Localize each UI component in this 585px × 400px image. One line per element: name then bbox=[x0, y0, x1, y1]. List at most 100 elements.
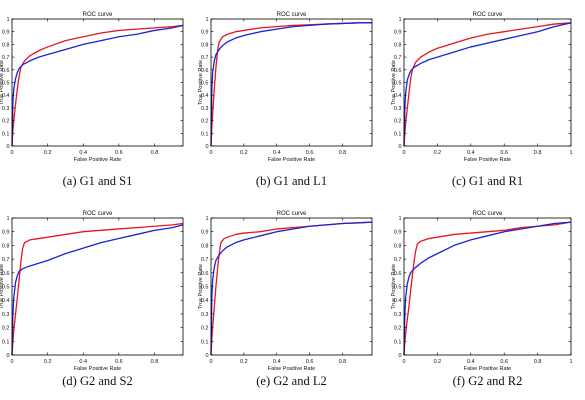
y-axis-label-c: True Positive Rate bbox=[391, 60, 397, 105]
roc-line-blue-d bbox=[11, 224, 184, 356]
x-tick-label-c: 0 bbox=[402, 150, 405, 156]
y-tick-label-f: 0.8 bbox=[394, 243, 402, 249]
x-tick-label-b: 0.6 bbox=[306, 150, 314, 156]
y-tick-label-f: 0.4 bbox=[394, 298, 402, 304]
x-tick-label-b: 0.8 bbox=[339, 150, 347, 156]
y-axis-label-e: True Positive Rate bbox=[198, 264, 204, 309]
caption-c: (c) G1 and R1 bbox=[451, 174, 524, 188]
y-tick-label-a: 0.5 bbox=[2, 81, 10, 87]
y-tick-label-f: 0.1 bbox=[394, 339, 402, 345]
y-tick-label-b: 0.8 bbox=[201, 42, 209, 48]
x-tick-label-a: 0.8 bbox=[151, 150, 159, 156]
x-axis-label-f: False Positive Rate bbox=[464, 366, 511, 372]
y-tick-label-a: 0.9 bbox=[2, 30, 10, 36]
y-tick-label-d: 0.5 bbox=[2, 285, 10, 291]
chart-title-f: ROC curve bbox=[473, 211, 503, 217]
y-tick-label-e: 0.4 bbox=[201, 298, 209, 304]
y-tick-label-c: 0.3 bbox=[394, 106, 402, 112]
x-tick-label-c: 0.2 bbox=[434, 150, 442, 156]
roc-line-red-d bbox=[11, 222, 184, 356]
x-tick-label-b: 0 bbox=[209, 150, 212, 156]
x-tick-label-d: 0.6 bbox=[115, 359, 123, 365]
x-tick-label-f: 0 bbox=[402, 359, 405, 365]
x-tick-label-a: 0.4 bbox=[79, 150, 87, 156]
roc-line-red-b bbox=[210, 22, 372, 147]
y-tick-label-c: 0 bbox=[398, 144, 401, 150]
y-tick-label-a: 0 bbox=[6, 144, 9, 150]
y-tick-label-f: 0.5 bbox=[394, 285, 402, 291]
x-tick-label-a: 0.6 bbox=[115, 150, 123, 156]
y-tick-label-d: 1 bbox=[6, 216, 9, 222]
x-tick-label-f: 0.6 bbox=[500, 359, 508, 365]
y-tick-label-b: 1 bbox=[205, 17, 208, 23]
y-tick-label-e: 0.7 bbox=[201, 257, 209, 263]
x-tick-label-c: 0.4 bbox=[467, 150, 475, 156]
chart-title-c: ROC curve bbox=[473, 12, 503, 18]
x-tick-label-c: 0.6 bbox=[500, 150, 508, 156]
y-tick-label-f: 0.7 bbox=[394, 257, 402, 263]
y-tick-label-d: 0.8 bbox=[2, 243, 10, 249]
chart-title-a: ROC curve bbox=[83, 12, 113, 18]
plot-frame-c bbox=[403, 18, 572, 147]
chart-title-b: ROC curve bbox=[277, 12, 307, 18]
y-tick-label-a: 0.2 bbox=[2, 119, 10, 125]
plot-frame-e bbox=[210, 217, 373, 356]
roc-line-blue-a bbox=[11, 24, 184, 147]
x-tick-label-f: 1 bbox=[569, 359, 572, 365]
y-tick-label-d: 0 bbox=[6, 353, 9, 359]
y-tick-label-f: 0 bbox=[398, 353, 401, 359]
x-tick-label-d: 0.4 bbox=[79, 359, 87, 365]
roc-line-red-f bbox=[403, 221, 572, 356]
y-tick-label-e: 0.8 bbox=[201, 243, 209, 249]
y-tick-label-a: 0.7 bbox=[2, 55, 10, 61]
x-tick-label-d: 0 bbox=[10, 359, 13, 365]
y-tick-label-c: 0.1 bbox=[394, 131, 402, 137]
y-tick-label-f: 1 bbox=[398, 216, 401, 222]
caption-a: (a) G1 and S1 bbox=[62, 174, 133, 188]
x-tick-label-e: 0 bbox=[209, 359, 212, 365]
y-tick-label-c: 0.8 bbox=[394, 42, 402, 48]
roc-chart-e: 0 0.2 0.4 0.6 0.8 0 0.1 0.2 0.3 0.4 0.5 0.6 0.7 0.8 0.… bbox=[198, 211, 373, 372]
y-tick-label-a: 0.1 bbox=[2, 131, 10, 137]
x-tick-label-d: 0.8 bbox=[151, 359, 159, 365]
y-tick-label-c: 0.7 bbox=[394, 55, 402, 61]
y-tick-label-f: 0.3 bbox=[394, 312, 402, 318]
y-tick-label-f: 0.6 bbox=[394, 271, 402, 277]
caption-e: (e) G2 and L2 bbox=[256, 374, 327, 388]
x-axis-label-d: False Positive Rate bbox=[74, 366, 121, 372]
caption-f: (f) G2 and R2 bbox=[452, 374, 523, 388]
x-tick-label-f: 0.8 bbox=[534, 359, 542, 365]
y-axis-label-f: True Positive Rate bbox=[391, 264, 397, 309]
y-tick-label-e: 0.6 bbox=[201, 271, 209, 277]
roc-line-red-a bbox=[11, 24, 184, 147]
y-axis-label-a: True Positive Rate bbox=[0, 60, 5, 105]
x-axis-label-e: False Positive Rate bbox=[268, 366, 315, 372]
chart-title-d: ROC curve bbox=[83, 211, 113, 217]
x-tick-label-b: 0.2 bbox=[240, 150, 248, 156]
y-tick-label-f: 0.2 bbox=[394, 326, 402, 332]
y-tick-label-b: 0.4 bbox=[201, 93, 209, 99]
y-tick-label-d: 0.1 bbox=[2, 339, 10, 345]
y-tick-label-e: 0 bbox=[205, 353, 208, 359]
y-tick-label-e: 0.3 bbox=[201, 312, 209, 318]
x-tick-label-e: 0.6 bbox=[306, 359, 314, 365]
y-tick-label-d: 0.6 bbox=[2, 271, 10, 277]
x-axis-label-c: False Positive Rate bbox=[464, 157, 511, 163]
roc-line-red-c bbox=[403, 22, 572, 147]
y-tick-label-d: 0.9 bbox=[2, 230, 10, 236]
y-tick-label-c: 0.9 bbox=[394, 30, 402, 36]
x-tick-label-d: 0.2 bbox=[44, 359, 52, 365]
y-tick-label-e: 0.5 bbox=[201, 285, 209, 291]
y-tick-label-d: 0.2 bbox=[2, 326, 10, 332]
roc-chart-a: 0 0.2 0.4 0.6 0.8 0 0.1 0.2 0.3 0.4 0.5 0.6 0.7 0.8 0.… bbox=[0, 12, 184, 163]
y-tick-label-e: 1 bbox=[205, 216, 208, 222]
y-tick-label-f: 0.9 bbox=[394, 230, 402, 236]
x-tick-label-a: 0.2 bbox=[44, 150, 52, 156]
x-tick-label-c: 0.8 bbox=[534, 150, 542, 156]
y-tick-label-b: 0.1 bbox=[201, 131, 209, 137]
x-tick-label-e: 0.8 bbox=[339, 359, 347, 365]
x-tick-label-f: 0.2 bbox=[434, 359, 442, 365]
x-axis-label-b: False Positive Rate bbox=[268, 157, 315, 163]
y-tick-label-d: 0.4 bbox=[2, 298, 10, 304]
